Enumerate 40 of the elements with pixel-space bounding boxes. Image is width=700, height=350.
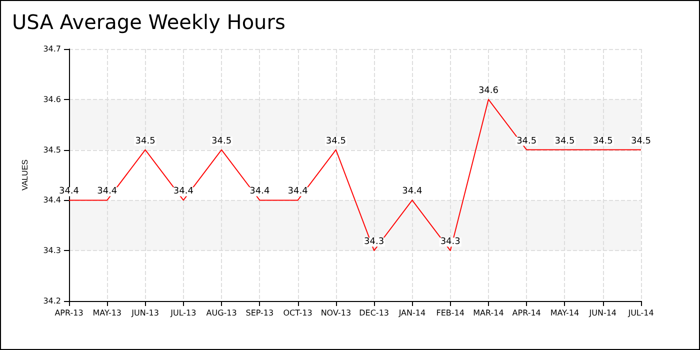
data-label: 34.4 xyxy=(97,186,118,197)
y-tick-label: 34.4 xyxy=(43,196,61,205)
x-tick-label: MAY-13 xyxy=(92,308,122,318)
x-tick-label: APR-14 xyxy=(512,308,541,318)
data-label: 34.5 xyxy=(630,136,652,146)
x-tick-label: AUG-13 xyxy=(206,308,237,318)
x-tick-label: JUL-14 xyxy=(627,308,654,318)
data-label: 34.5 xyxy=(554,136,575,146)
data-label: 34.5 xyxy=(135,136,156,146)
y-tick-label: 34.2 xyxy=(43,296,61,306)
data-label: 34.3 xyxy=(364,237,384,248)
data-label: 34.5 xyxy=(212,136,232,146)
x-tick-label: DEC-13 xyxy=(359,308,390,318)
y-tick-label: 34.6 xyxy=(43,94,61,104)
data-label: 34.4 xyxy=(402,186,422,197)
data-label: 34.5 xyxy=(516,136,537,146)
x-tick-label: SEP-13 xyxy=(246,308,274,318)
data-label: 34.4 xyxy=(173,186,194,197)
data-label: 34.4 xyxy=(250,186,270,197)
data-label: 34.6 xyxy=(478,86,499,96)
data-label: 34.3 xyxy=(440,237,460,248)
data-label: 34.5 xyxy=(326,136,346,146)
x-tick-label: FEB-14 xyxy=(436,308,464,318)
y-tick-label: 34.7 xyxy=(43,44,61,54)
x-tick-label: MAY-14 xyxy=(550,308,580,318)
x-tick-label: JUN-13 xyxy=(130,308,159,318)
y-tick-label: 34.5 xyxy=(43,145,61,154)
y-axis-title: VALUES xyxy=(20,160,30,190)
y-tick-label: 34.3 xyxy=(43,246,61,256)
x-tick-label: JUN-14 xyxy=(588,308,616,318)
data-label: 34.4 xyxy=(288,186,308,197)
data-label: 34.5 xyxy=(592,136,613,146)
x-tick-label: NOV-13 xyxy=(320,308,352,318)
x-tick-label: OCT-13 xyxy=(283,308,312,318)
x-tick-label: APR-13 xyxy=(54,308,84,318)
chart-title: USA Average Weekly Hours xyxy=(12,10,286,34)
data-label: 34.4 xyxy=(58,186,80,197)
x-tick-label: JAN-14 xyxy=(398,308,426,318)
x-tick-label: JUL-13 xyxy=(170,308,196,318)
x-tick-label: MAR-14 xyxy=(473,308,504,318)
